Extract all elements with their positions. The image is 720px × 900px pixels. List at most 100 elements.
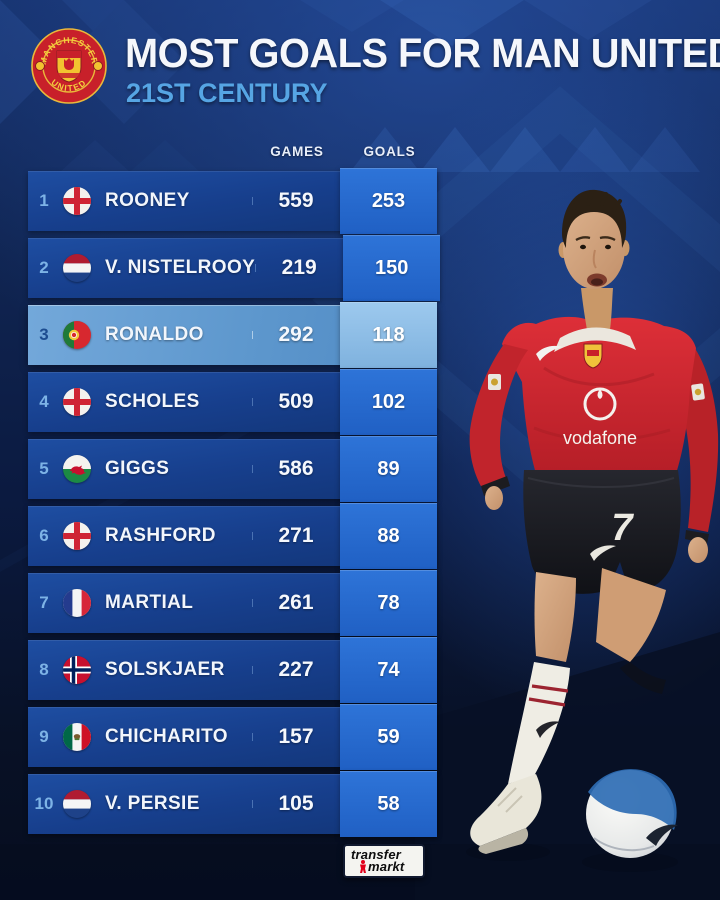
player-name: RASHFORD (105, 525, 216, 546)
transfermarkt-logo: transfer markt (343, 844, 425, 878)
rank-label: 6 (39, 526, 49, 545)
nike-swoosh-sock (536, 721, 560, 738)
table-row: 7 MARTIAL 261 78 (28, 570, 437, 636)
neck (581, 288, 613, 330)
rank-label: 3 (39, 325, 49, 344)
left-sock (508, 662, 570, 784)
crest-football-right (93, 61, 103, 71)
flag-icon-england (63, 187, 91, 215)
rank-label: 2 (39, 258, 49, 277)
sleeve-badge (488, 374, 501, 390)
rank-label: 8 (39, 660, 49, 679)
goals-value: 253 (340, 168, 437, 234)
sponsor-text: vodafone (563, 428, 637, 448)
player-name: MARTIAL (105, 592, 194, 613)
goals-value: 102 (340, 369, 437, 435)
goals-value: 59 (340, 704, 437, 770)
games-value: 227 (252, 658, 340, 682)
flag-icon-wales (63, 455, 91, 483)
right-hand (688, 537, 708, 563)
flag-icon-portugal (63, 321, 91, 349)
games-value: 219 (255, 256, 343, 280)
rank-label: 5 (39, 459, 49, 478)
column-header-goals: GOALS (363, 144, 416, 159)
rank-label: 7 (39, 593, 49, 612)
table-row: 10 V. PERSIE 105 58 (28, 771, 437, 837)
table-row: 4 SCHOLES 509 102 (28, 369, 437, 435)
flag-icon-norway (63, 656, 91, 684)
goals-value: 118 (340, 302, 437, 368)
shirt-torso (502, 316, 696, 474)
goals-value: 88 (340, 503, 437, 569)
mouth (587, 273, 607, 287)
brand-text-bottom: markt (368, 859, 405, 874)
table-row: 6 RASHFORD 271 88 (28, 503, 437, 569)
nike-swoosh-ball (646, 824, 678, 846)
player-name: RONALDO (105, 324, 204, 345)
ear (558, 242, 568, 258)
flag-icon-england (63, 388, 91, 416)
right-arm-sleeve (662, 344, 719, 532)
games-value: 271 (252, 524, 340, 548)
table-row: 5 GIGGS 586 89 (28, 436, 437, 502)
player-name: V. PERSIE (105, 793, 200, 814)
left-hand (485, 486, 503, 510)
rank-label: 1 (39, 191, 49, 210)
games-value: 586 (252, 457, 340, 481)
goals-value: 58 (340, 771, 437, 837)
ear (620, 240, 630, 256)
player-name: SOLSKJAER (105, 659, 225, 680)
crest-football-left (35, 61, 45, 71)
table-row: 1 ROONEY 559 253 (28, 168, 437, 234)
man-united-crest: MANCHESTER UNITED (31, 28, 107, 104)
games-value: 559 (252, 189, 340, 213)
flag-icon-mexico (63, 723, 91, 751)
games-value: 292 (252, 323, 340, 347)
goals-value: 150 (343, 235, 441, 301)
flag-icon-england (63, 522, 91, 550)
rank-label: 9 (39, 727, 49, 746)
ranking-table: 1 ROONEY 559 253 2 V. NISTELROOY 219 150… (28, 168, 441, 841)
shorts (523, 470, 681, 594)
club-crest-shirt (583, 343, 603, 369)
flag-icon-netherlands (63, 790, 91, 818)
goals-value: 89 (340, 436, 437, 502)
player-name: GIGGS (105, 458, 170, 479)
sleeve-badge (691, 383, 705, 401)
table-row: 8 SOLSKJAER 227 74 (28, 637, 437, 703)
nike-swoosh-shorts (590, 545, 616, 561)
games-value: 157 (252, 725, 340, 749)
left-arm-sleeve (469, 344, 528, 488)
games-value: 105 (252, 792, 340, 816)
table-row: 9 CHICHARITO 157 59 (28, 704, 437, 770)
page-subtitle: 21ST CENTURY (126, 78, 328, 108)
sponsor-ring (583, 387, 617, 421)
right-thigh (596, 568, 666, 662)
flag-icon-france (63, 589, 91, 617)
player-name: CHICHARITO (105, 726, 228, 747)
player-name: SCHOLES (105, 391, 200, 412)
goals-value: 74 (340, 637, 437, 703)
nike-swoosh-shirt (536, 345, 562, 361)
rank-label: 10 (34, 794, 54, 813)
rank-label: 4 (39, 392, 49, 411)
player-name: V. NISTELROOY (105, 257, 256, 278)
boot (470, 774, 542, 846)
games-value: 261 (252, 591, 340, 615)
shorts-number: 7 (611, 507, 634, 549)
table-row: 2 V. NISTELROOY 219 150 (28, 235, 441, 301)
player-name: ROONEY (105, 190, 190, 211)
shirt-collar (554, 327, 636, 352)
hair (562, 189, 627, 248)
table-row: 3 RONALDO 292 118 (28, 302, 437, 368)
goals-value: 78 (340, 570, 437, 636)
football (586, 770, 674, 858)
transfermarkt-mannequin-icon (360, 860, 366, 873)
flag-icon-netherlands (63, 254, 91, 282)
left-thigh (534, 572, 576, 662)
player-photo-ronaldo: vodafone 7 (466, 189, 719, 872)
games-value: 509 (252, 390, 340, 414)
page-title: MOST GOALS FOR MAN UNITED (125, 30, 720, 76)
face (563, 207, 625, 289)
